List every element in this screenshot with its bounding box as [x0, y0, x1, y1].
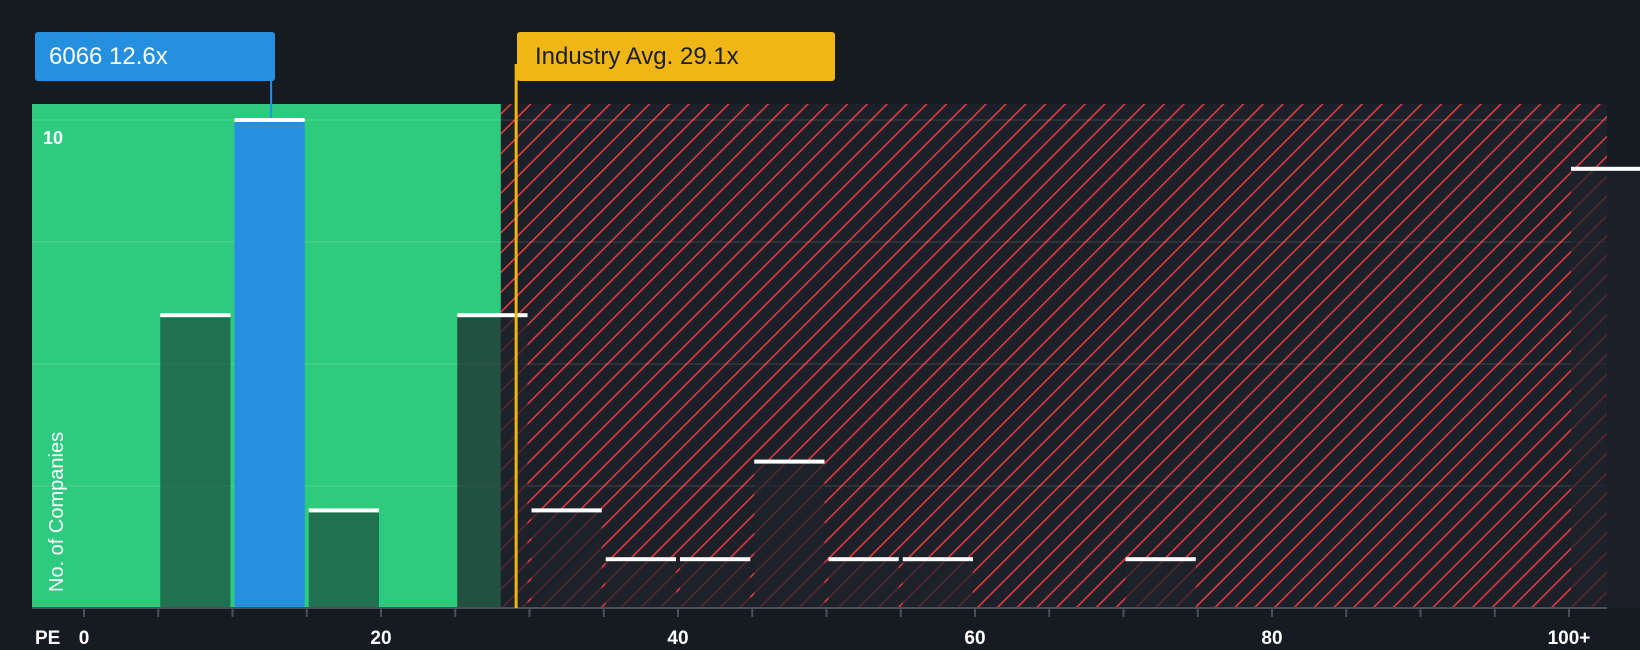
histogram-bar [531, 510, 602, 608]
y-axis-label: No. of Companies [46, 432, 68, 592]
y-tick-label: 10 [43, 128, 63, 148]
company-bar [234, 120, 305, 608]
histogram-bar [754, 461, 825, 608]
histogram-bar [902, 559, 973, 608]
histogram-bar [828, 559, 899, 608]
histogram-bar [1125, 559, 1196, 608]
bar-cap [1571, 166, 1640, 171]
bar-cap [308, 508, 379, 513]
x-axis-label: PE [35, 628, 60, 649]
bar-cap [902, 557, 973, 562]
expensive-zone [500, 104, 1607, 608]
histogram-bar [680, 559, 751, 608]
x-tick-label: 100+ [1548, 628, 1591, 649]
bar-cap [457, 313, 528, 318]
x-tick-label: 60 [964, 628, 985, 649]
bar-cap [605, 557, 676, 562]
histogram-bar [308, 510, 379, 608]
histogram-bar [1571, 168, 1640, 609]
bar-cap [531, 508, 602, 513]
bar-cap [828, 557, 899, 562]
bar-cap [754, 459, 825, 464]
bar-cap [680, 557, 751, 562]
x-tick-label: 40 [667, 628, 688, 649]
bars [160, 118, 1640, 609]
bar-cap [160, 313, 231, 318]
bar-cap [1125, 557, 1196, 562]
x-axis: 0 20 40 60 80 100+ [32, 607, 1607, 649]
bar-cap [234, 118, 305, 122]
histogram-bar [605, 559, 676, 608]
histogram-bar [160, 315, 231, 608]
industry-average-callout: Industry Avg. 29.1x [517, 32, 835, 81]
x-tick-label: 0 [79, 628, 90, 649]
company-pe-callout: 6066 12.6x [35, 32, 275, 81]
x-tick-label: 20 [370, 628, 391, 649]
x-tick-label: 80 [1261, 628, 1282, 649]
